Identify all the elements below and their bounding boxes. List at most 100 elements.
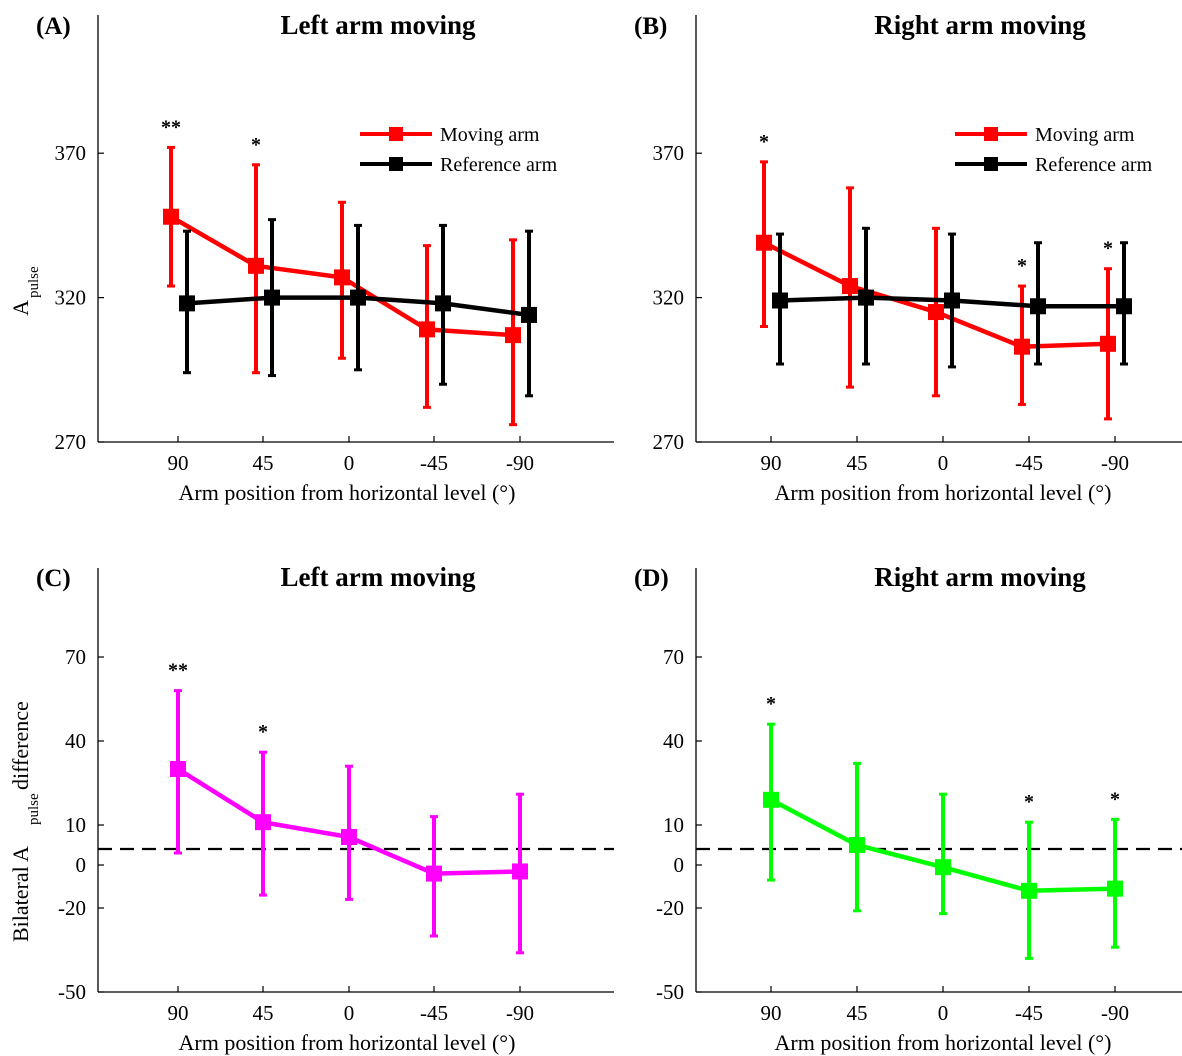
panel-b-label: (B) — [634, 13, 667, 40]
y-tick-label: 70 — [663, 645, 684, 669]
x-tick-label: 90 — [761, 451, 782, 475]
x-tick-label: 0 — [344, 1001, 355, 1025]
y-tick-label: 0 — [674, 853, 685, 877]
y-tick-label: 370 — [55, 141, 87, 165]
data-point — [928, 304, 944, 321]
data-point — [1014, 338, 1030, 355]
y-tick-label: -50 — [58, 980, 86, 1004]
significance-marker: * — [258, 721, 268, 743]
data-point — [763, 791, 779, 808]
data-point — [419, 321, 435, 338]
x-tick-label: -45 — [1015, 451, 1043, 475]
data-point — [842, 278, 858, 295]
x-tick-label: -45 — [420, 1001, 448, 1025]
legend-moving-label: Moving arm — [440, 124, 540, 146]
data-point — [426, 865, 442, 882]
x-tick-label: 90 — [168, 1001, 189, 1025]
significance-marker: * — [1024, 791, 1034, 813]
data-point — [255, 814, 271, 831]
x-tick-label: 0 — [938, 1001, 949, 1025]
legend-moving-label: Moving arm — [1035, 124, 1135, 146]
data-point — [170, 761, 186, 777]
series-primary — [763, 722, 1123, 960]
panel-a-label: (A) — [36, 13, 71, 40]
y-tick-label: -50 — [656, 980, 684, 1004]
x-tick-label: 45 — [253, 1001, 274, 1025]
y-tick-label: 320 — [55, 286, 87, 310]
legend-moving-marker — [389, 127, 403, 141]
data-point — [341, 829, 357, 845]
x-tick-label: 45 — [847, 451, 868, 475]
series-primary — [170, 689, 528, 955]
y-tick-label: 270 — [653, 430, 685, 454]
legend-reference-label: Reference arm — [1035, 154, 1153, 176]
data-point — [1100, 335, 1116, 352]
panel-c-ylabel-sub: pulse — [26, 793, 42, 825]
x-tick-label: -90 — [1101, 451, 1129, 475]
y-tick-label: 40 — [65, 729, 86, 753]
y-tick-label: 40 — [663, 729, 684, 753]
panel-a-title: Left arm moving — [281, 10, 476, 40]
panel-d-label: (D) — [634, 565, 669, 592]
data-point — [334, 269, 350, 286]
x-tick-label: 90 — [761, 1001, 782, 1025]
significance-marker: * — [251, 134, 261, 156]
y-tick-label: -20 — [656, 896, 684, 920]
data-point — [1021, 882, 1037, 899]
y-tick-label: 70 — [65, 645, 86, 669]
x-tick-label: 0 — [344, 451, 355, 475]
y-tick-label: 320 — [653, 286, 685, 310]
x-tick-label: -90 — [506, 451, 534, 475]
data-point — [163, 208, 179, 225]
panel-a-xlabel: Arm position from horizontal level (°) — [179, 480, 516, 505]
data-point — [1107, 880, 1123, 897]
series-reference — [772, 226, 1132, 369]
panel-c-ylabel: Bilateral A pulse difference — [8, 701, 42, 942]
panel-d-title: Right arm moving — [874, 562, 1086, 592]
y-tick-label: 10 — [663, 813, 684, 837]
y-tick-label: 270 — [55, 430, 87, 454]
data-point — [1030, 298, 1046, 315]
panel-d-xlabel: Arm position from horizontal level (°) — [775, 1030, 1112, 1055]
panel-c-title: Left arm moving — [281, 562, 476, 592]
y-tick-label: 370 — [653, 141, 685, 165]
data-point — [1116, 298, 1132, 315]
series-reference — [179, 218, 537, 398]
legend-reference-label: Reference arm — [440, 154, 558, 176]
panel-a-ylabel-sub: pulse — [26, 266, 42, 298]
x-tick-label: -90 — [1101, 1001, 1129, 1025]
panel-c-label: (C) — [36, 565, 71, 592]
data-point — [756, 234, 772, 251]
data-point — [944, 292, 960, 309]
significance-marker: * — [1103, 238, 1113, 260]
panel-d: (D) Right arm moving Arm position from h… — [634, 562, 1111, 1055]
panel-a-ylabel: A pulse — [8, 266, 42, 316]
x-tick-label: -45 — [1015, 1001, 1043, 1025]
legend-reference-marker — [984, 157, 998, 171]
significance-marker: * — [1017, 255, 1027, 277]
panel-c: (C) Left arm moving Arm position from ho… — [8, 562, 515, 1055]
data-point — [935, 859, 951, 876]
significance-marker: * — [1110, 788, 1120, 810]
panel-c-xlabel: Arm position from horizontal level (°) — [179, 1030, 516, 1055]
significance-marker: * — [759, 131, 769, 153]
significance-marker: ** — [161, 116, 181, 138]
significance-marker: ** — [168, 660, 188, 682]
x-tick-label: -90 — [506, 1001, 534, 1025]
data-point — [521, 306, 537, 323]
y-tick-label: 0 — [76, 853, 87, 877]
x-tick-label: 45 — [253, 451, 274, 475]
data-point — [505, 327, 521, 344]
data-point — [350, 289, 366, 306]
data-point — [435, 295, 451, 312]
significance-marker: * — [766, 693, 776, 715]
data-point — [849, 837, 865, 853]
panel-b-legend: Moving arm Reference arm — [955, 124, 1153, 176]
y-tick-label: 10 — [65, 813, 86, 837]
panel-d-plot: -50 -20 0 10 40 70 90 45 0 -45 -90 * * * — [656, 568, 1182, 1025]
legend-moving-marker — [984, 127, 998, 141]
panel-b: (B) Right arm moving Arm position from h… — [634, 10, 1153, 505]
